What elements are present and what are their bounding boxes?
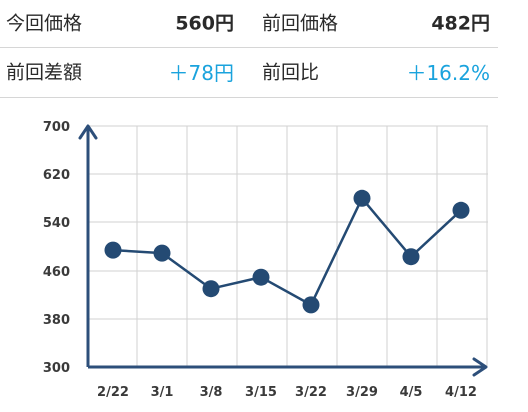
y-tick-label: 620: [43, 168, 70, 183]
difference-label: 前回差額: [6, 61, 83, 83]
current-price-value: 560円: [175, 12, 234, 34]
data-point: [353, 189, 371, 207]
price-summary-row-2: 前回差額 ＋78円 前回比 ＋16.2%: [0, 48, 498, 98]
x-tick-label: 3/22: [295, 385, 327, 400]
x-tick-label: 3/29: [346, 385, 378, 400]
price-summary-row-1: 今回価格 560円 前回価格 482円: [0, 0, 498, 48]
price-summary: 今回価格 560円 前回価格 482円 前回差額 ＋78円 前回比 ＋16.2%: [0, 0, 498, 98]
y-axis-arrow: [78, 124, 98, 140]
y-tick-label: 380: [43, 313, 70, 328]
data-point: [104, 241, 122, 259]
x-tick-label: 3/1: [151, 385, 174, 400]
x-tick-label: 3/15: [245, 385, 277, 400]
x-tick-label: 2/22: [97, 385, 129, 400]
y-tick-label: 540: [43, 216, 70, 231]
current-price-label: 今回価格: [6, 12, 83, 34]
x-tick-label: 4/12: [445, 385, 477, 400]
y-tick-label: 300: [43, 361, 70, 376]
data-point: [202, 280, 220, 298]
data-point: [153, 244, 171, 262]
ratio-value: ＋16.2%: [406, 60, 490, 85]
previous-price-label: 前回価格: [262, 12, 339, 34]
data-point: [302, 296, 320, 314]
y-tick-label: 460: [43, 265, 70, 280]
difference-value: ＋78円: [168, 60, 234, 85]
x-tick-label: 4/5: [400, 385, 423, 400]
ratio-label: 前回比: [262, 61, 320, 83]
price-chart-svg: 700 620 540 460 380 300 2/22 3/1 3/8 3/15 3/22 3/29…: [43, 120, 488, 400]
data-point: [402, 248, 420, 266]
x-axis-arrow: [472, 357, 488, 377]
previous-price-value: 482円: [431, 12, 490, 34]
price-chart: 700 620 540 460 380 300 2/22 3/1 3/8 3/15 3/22 3/29…: [0, 110, 528, 412]
x-tick-label: 3/8: [200, 385, 223, 400]
price-series-line: [112, 197, 462, 307]
data-point: [452, 201, 470, 219]
data-point: [252, 268, 270, 286]
y-tick-label: 700: [43, 120, 70, 135]
